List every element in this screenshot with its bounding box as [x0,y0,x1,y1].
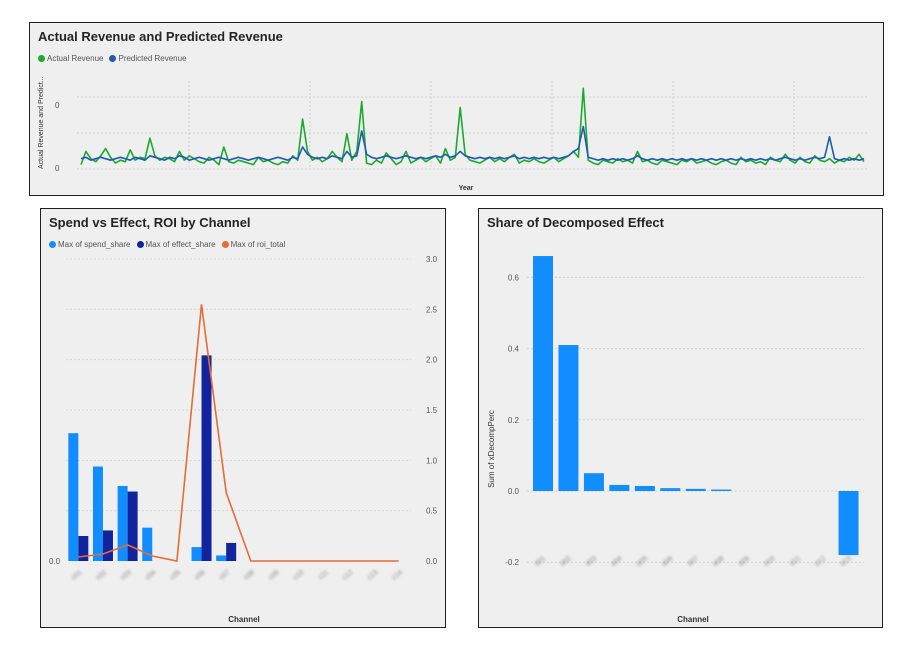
spend-channel-tick: c03 [120,569,133,582]
share-ytick: 0.6 [508,273,520,282]
share-ytick: 0.0 [508,487,520,496]
spend-channel-tick: c06 [194,569,207,582]
share-channel-tick: d07 [687,555,701,568]
spend-channel-tick: c11 [317,569,330,581]
spend-channel-tick: c10 [292,569,305,582]
decomp-bar [609,484,630,491]
legend-item-actual[interactable]: Actual Revenue [38,54,103,63]
spend-share-bar [92,466,103,561]
spend-channel-tick: c02 [95,569,108,582]
legend-label-effect-share: Max of effect_share [145,240,216,249]
share-channel-tick: d09 [738,555,752,568]
share-channel-tick: d11 [789,555,802,568]
effect-share-bar [201,355,212,561]
decomp-bar [711,489,732,491]
spend-channel-tick: c12 [342,569,355,582]
decomposed-effect-panel: Share of Decomposed Effect Sum of xDecom… [478,208,883,628]
effect-share-bar [226,542,237,561]
decomp-bar [660,488,681,491]
predicted-revenue-line [80,125,865,161]
legend-label-spend-share: Max of spend_share [58,240,131,249]
revenue-ylabel: Actual Revenue and Predict... [38,76,45,169]
spend-share-bar [117,485,128,561]
legend-item-effect-share[interactable]: Max of effect_share [136,240,216,249]
roi-total-line [78,304,399,562]
spend-chart-title: Spend vs Effect, ROI by Channel [49,215,251,230]
revenue-legend: Actual Revenue Predicted Revenue [38,54,187,63]
spend-share-bar [68,433,79,561]
effect-share-bar [127,491,138,561]
effect-share-bar [78,535,89,561]
legend-item-roi-total[interactable]: Max of roi_total [221,240,286,249]
spend-legend: Max of spend_share Max of effect_share M… [49,240,285,249]
decomp-bar [634,486,655,491]
share-channel-tick: d03 [585,555,599,568]
decomp-bar [685,488,706,491]
decomp-bar [583,473,604,491]
spend-effect-panel: Spend vs Effect, ROI by Channel Max of s… [40,208,446,628]
spend-channel-tick: c07 [218,569,231,582]
legend-dot-roi-total [221,241,229,248]
legend-dot-actual [38,55,45,62]
spend-right-tick: 1.5 [426,406,438,415]
share-ylabel: Sum of xDecompPerc [487,410,496,488]
spend-channel-tick: c13 [366,569,379,582]
revenue-ytick-lower: 0 [55,164,60,173]
spend-left-axis-label: 0.0 [49,557,61,566]
spend-right-tick: 3.0 [426,255,438,264]
share-channel-tick: d08 [712,555,726,568]
actual-revenue-line [80,87,865,166]
share-ytick: 0.2 [508,416,520,425]
legend-dot-effect-share [136,241,144,248]
share-channel-tick: d06 [661,555,675,568]
spend-channel-tick: c09 [268,569,281,582]
share-ytick: 0.4 [508,345,520,354]
share-channel-tick: d05 [636,555,650,568]
spend-share-bar [216,555,227,561]
spend-plot: 0.0 Channel 0.0 0.5 1.0 1.5 2.0 2.5 3.0 c01 c02 c… [49,255,438,624]
spend-right-tick: 2.5 [426,305,438,314]
revenue-chart-panel: Actual Revenue and Predicted Revenue Act… [29,22,884,196]
spend-channel-tick: c04 [144,569,157,582]
spend-right-tick: 2.0 [426,356,438,365]
spend-right-tick: 0.5 [426,507,438,516]
spend-share-bar [142,527,153,561]
decomp-bar [838,491,859,556]
spend-channel-tick: c01 [70,569,83,582]
share-channel-tick: d04 [610,555,624,568]
spend-xlabel: Channel [228,615,260,624]
share-channel-tick: d13 [839,555,853,568]
revenue-xlabel: Year [459,185,474,192]
legend-item-predicted[interactable]: Predicted Revenue [109,54,187,63]
spend-channel-tick: c14 [391,569,404,582]
spend-share-bar [191,547,202,561]
share-channel-tick: d01 [534,555,548,568]
share-channel-tick: d12 [814,555,828,568]
spend-right-tick: 1.0 [426,456,438,465]
revenue-plot: Actual Revenue and Predict... 0 0 Year [38,76,868,192]
share-channel-tick: d02 [559,555,573,568]
spend-channel-tick: c08 [243,569,256,582]
share-ytick: -0.2 [505,558,519,567]
decomp-bar [558,345,579,491]
spend-channel-tick: c05 [169,569,182,582]
legend-label-roi-total: Max of roi_total [230,240,286,249]
legend-label-actual: Actual Revenue [47,54,104,63]
spend-right-tick: 0.0 [426,557,438,566]
share-chart-title: Share of Decomposed Effect [487,215,664,230]
share-channel-tick: d10 [763,555,777,568]
legend-dot-spend-share [49,241,56,248]
legend-item-spend-share[interactable]: Max of spend_share [49,240,131,249]
share-xlabel: Channel [677,615,709,624]
revenue-ytick-upper: 0 [55,101,60,110]
effect-share-bar [102,530,113,561]
decomp-bar [533,256,553,491]
share-plot: Sum of xDecompPerc Channel -0.2 0.0 0.2 0.4… [487,256,864,624]
revenue-chart-title: Actual Revenue and Predicted Revenue [38,29,283,44]
legend-dot-predicted [109,55,117,62]
legend-label-predicted: Predicted Revenue [118,54,187,63]
